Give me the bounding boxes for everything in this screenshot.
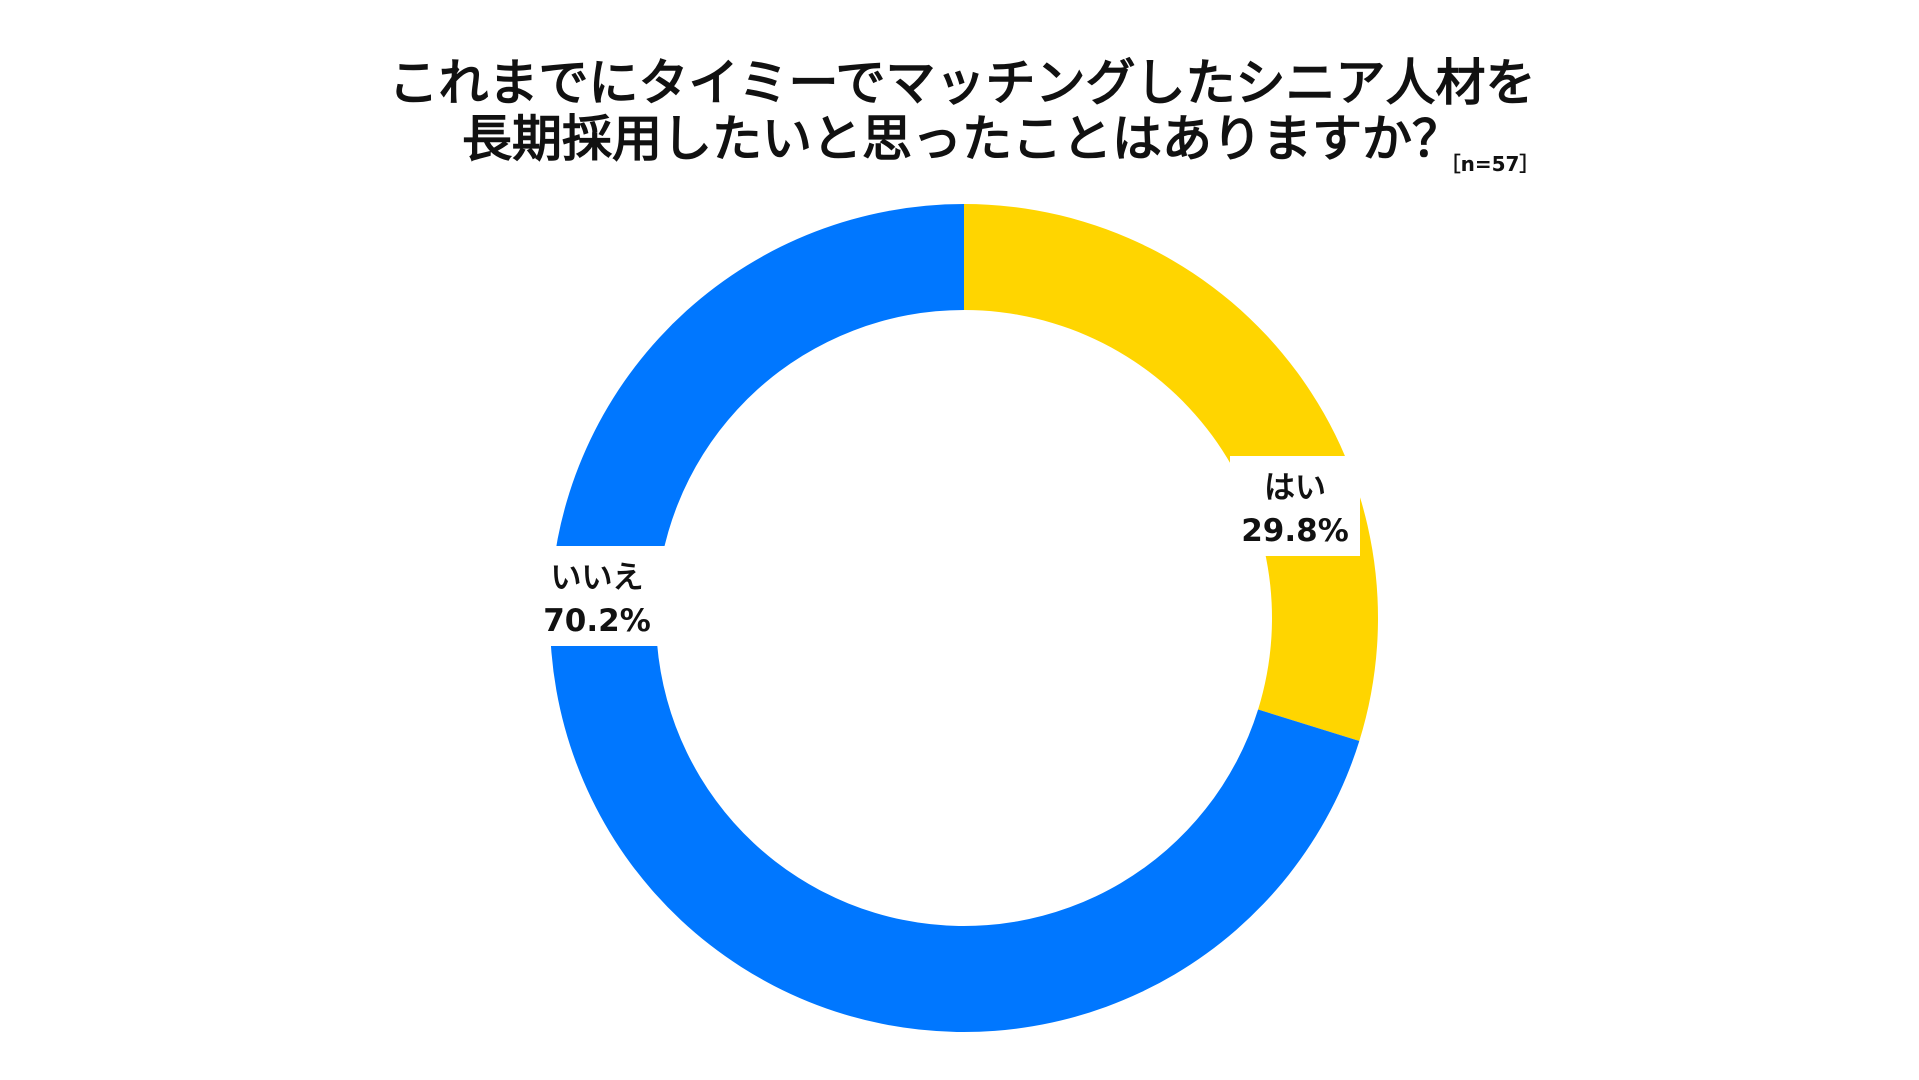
donut-slices (550, 204, 1378, 1032)
slice-label-value-iie: 70.2% (543, 603, 651, 639)
slice-label-category-hai: はい (1264, 470, 1326, 506)
slice-label-group-hai: はい 29.8% (1230, 456, 1360, 556)
chart-title-line-2: 長期採用したいと思ったことはありますか？ (462, 110, 1462, 168)
slice-label-group-iie: いいえ 70.2% (530, 546, 665, 646)
slice-label-category-iie: いいえ (551, 560, 644, 596)
slice-label-value-hai: 29.8% (1241, 513, 1349, 549)
sample-size-label: ［n=57］ (1441, 152, 1540, 176)
slice-label-bg-hai (1230, 456, 1360, 556)
donut-slice-hai (964, 204, 1378, 741)
slice-label-bg-iie (530, 546, 665, 646)
chart-title-line-1: これまでにタイミーでマッチングしたシニア人材を (389, 54, 1536, 112)
